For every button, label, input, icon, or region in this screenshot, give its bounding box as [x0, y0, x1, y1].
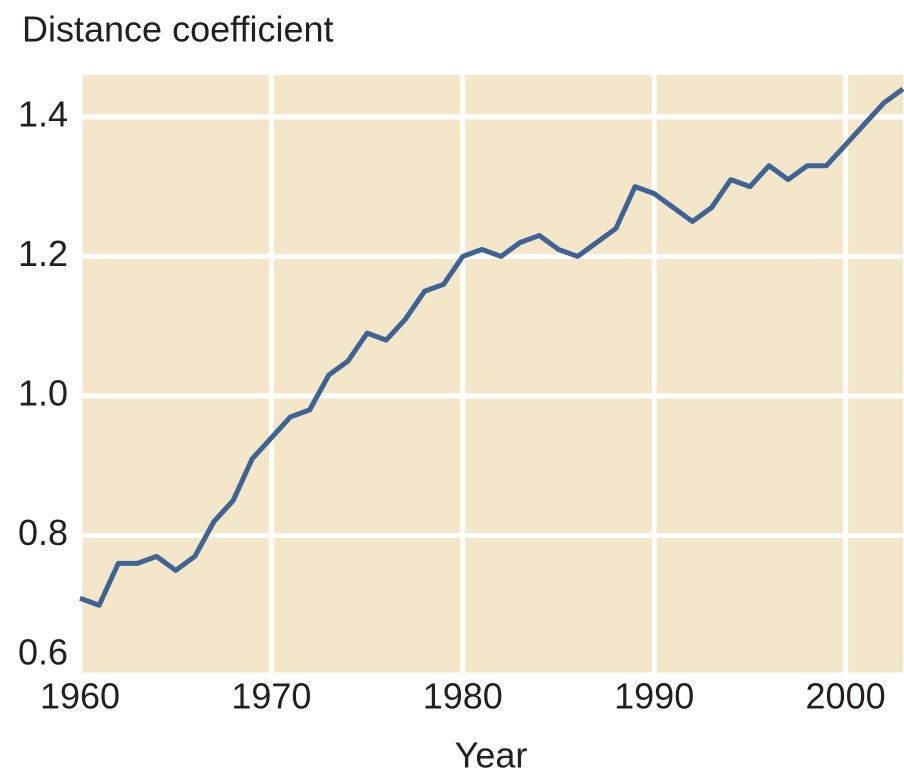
x-tick-label: 1990 [614, 676, 694, 717]
plot-area [80, 75, 903, 675]
y-tick-label: 1.2 [18, 233, 68, 274]
y-tick-label: 0.8 [18, 512, 68, 553]
y-tick-label: 1.0 [18, 372, 68, 413]
x-axis-title: Year [455, 735, 528, 776]
x-tick-label: 1980 [423, 676, 503, 717]
y-tick-label: 1.4 [18, 93, 68, 134]
x-tick-label: 2000 [806, 676, 886, 717]
y-axis-title: Distance coefficient [22, 9, 334, 50]
y-tick-label: 0.6 [18, 632, 68, 673]
x-tick-label: 1960 [40, 676, 120, 717]
data-line [79, 86, 904, 608]
x-tick-label: 1970 [231, 676, 311, 717]
